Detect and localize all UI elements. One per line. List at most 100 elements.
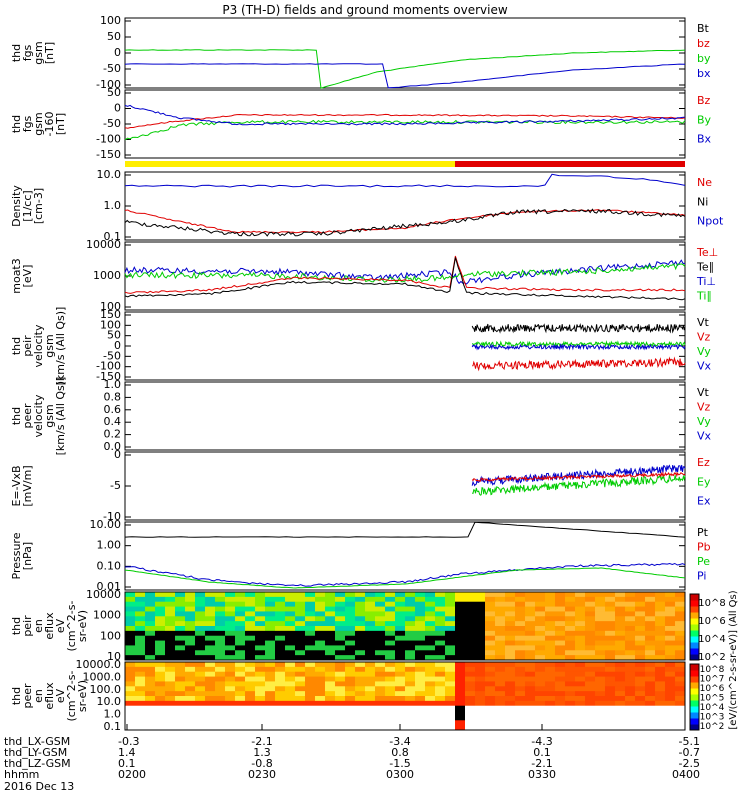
spectrogram-cell — [175, 655, 186, 661]
spectrogram-cell — [385, 676, 396, 682]
spectrogram-cell — [395, 705, 406, 712]
spectrogram-cell — [205, 705, 216, 712]
spectrogram-cell — [285, 640, 296, 646]
spectrogram-cell — [355, 696, 366, 702]
spectrogram-cell — [645, 655, 656, 661]
spectrogram-cell — [365, 596, 376, 603]
spectrogram-cell — [165, 710, 176, 716]
spectrogram-cell — [635, 630, 646, 637]
spectrogram-cell — [415, 606, 426, 612]
spectrogram-cell — [645, 705, 656, 712]
colorbar-tick: 10^3 — [700, 713, 725, 723]
spectrogram-cell — [205, 645, 216, 651]
spectrogram-cell — [565, 710, 576, 716]
spectrogram-cell — [365, 725, 376, 731]
spectrogram-cell — [285, 645, 296, 651]
spectrogram-cell — [425, 611, 436, 617]
spectrogram-cell — [125, 681, 136, 687]
spectrogram-cell — [125, 601, 136, 608]
spectrogram-cell — [635, 645, 646, 651]
spectrogram-cell — [625, 606, 636, 612]
spectrogram-cell — [315, 681, 326, 687]
spectrogram-cell — [285, 691, 296, 697]
spectrogram-cell — [465, 715, 476, 721]
spectrogram-cell — [355, 640, 366, 646]
spectrogram-cell — [535, 630, 546, 637]
spectrogram-cell — [245, 650, 256, 656]
spectrogram-cell — [255, 700, 266, 707]
y-tick-label: -50 — [103, 117, 121, 130]
spectrogram-cell — [135, 601, 146, 608]
spectrogram-cell — [295, 616, 306, 622]
spectrogram-cell — [365, 630, 376, 637]
spectrogram-cell — [205, 601, 216, 608]
spectrogram-cell — [415, 715, 426, 721]
spectrogram-cell — [395, 645, 406, 651]
spectrogram-cell — [215, 635, 226, 642]
spectrogram-cell — [635, 681, 646, 687]
colorbar-segment — [690, 700, 699, 707]
spectrogram-cell — [145, 691, 156, 697]
y-axis-label: (cm^2-s- — [65, 601, 78, 652]
spectrogram-cell — [445, 666, 456, 673]
spectrogram-cell — [135, 655, 146, 661]
spectrogram-cell — [575, 655, 586, 661]
panel-9: 10000100010010thdpeirenefluxeV(cm^2-s-sr… — [10, 588, 686, 663]
x-tick-label: 0.1 — [118, 757, 136, 770]
spectrogram-cell — [225, 606, 236, 612]
spectrogram-cell — [385, 691, 396, 697]
spectrogram-cell — [445, 592, 456, 598]
spectrogram-cell — [195, 686, 206, 692]
spectrogram-cell — [565, 681, 576, 687]
spectrogram-cell — [655, 681, 666, 687]
spectrogram-cell — [325, 596, 336, 603]
spectrogram-cell — [315, 616, 326, 622]
spectrogram-cell — [395, 715, 406, 721]
spectrogram-cell — [575, 630, 586, 637]
spectrogram-cell — [605, 676, 616, 682]
spectrogram-cell — [575, 715, 586, 721]
spectrogram-cell — [545, 645, 556, 651]
spectrogram-cell — [675, 650, 686, 656]
spectrogram-cell — [375, 686, 386, 692]
spectrogram-cell — [435, 645, 446, 651]
spectrogram-cell — [225, 655, 236, 661]
spectrogram-cell — [405, 630, 416, 637]
spectrogram-cell — [385, 645, 396, 651]
spectrogram-cell — [155, 592, 166, 598]
series-Pt — [124, 521, 686, 538]
spectrogram-cell — [145, 700, 156, 707]
spectrogram-cell — [265, 650, 276, 656]
spectrogram-cell — [465, 696, 476, 702]
spectrogram-cell — [455, 686, 466, 692]
spectrogram-cell — [425, 671, 436, 678]
spectrogram-cell — [365, 650, 376, 656]
spectrogram-cell — [205, 696, 216, 702]
spectrogram-cell — [655, 676, 666, 682]
y-tick-label: 1000 — [93, 609, 121, 622]
x-tick-label: 0300 — [386, 768, 414, 781]
spectrogram-cell — [595, 666, 606, 673]
spectrogram-cell — [315, 676, 326, 682]
legend-entry: Ti⊥ — [696, 275, 716, 288]
spectrogram-cell — [495, 676, 506, 682]
y-tick-label: 100 — [100, 14, 121, 27]
spectrogram-cell — [185, 662, 196, 668]
spectrogram-cell — [555, 662, 566, 668]
spectrogram-cell — [405, 596, 416, 603]
spectrogram-cell — [435, 655, 446, 661]
y-axis-label: [nPa] — [21, 542, 34, 570]
spectrogram-cell — [405, 700, 416, 707]
spectrogram-cell — [165, 715, 176, 721]
y-tick-label: 50 — [107, 86, 121, 99]
spectrogram-cell — [645, 686, 656, 692]
spectrogram-cell — [485, 596, 496, 603]
spectrogram-cell — [305, 720, 316, 726]
spectrogram-cell — [655, 650, 666, 656]
spectrogram-cell — [455, 666, 466, 673]
spectrogram-cell — [505, 645, 516, 651]
spectrogram-cell — [385, 725, 396, 731]
colorbar-segment — [690, 724, 699, 731]
spectrogram-cell — [625, 666, 636, 673]
spectrogram-cell — [325, 630, 336, 637]
